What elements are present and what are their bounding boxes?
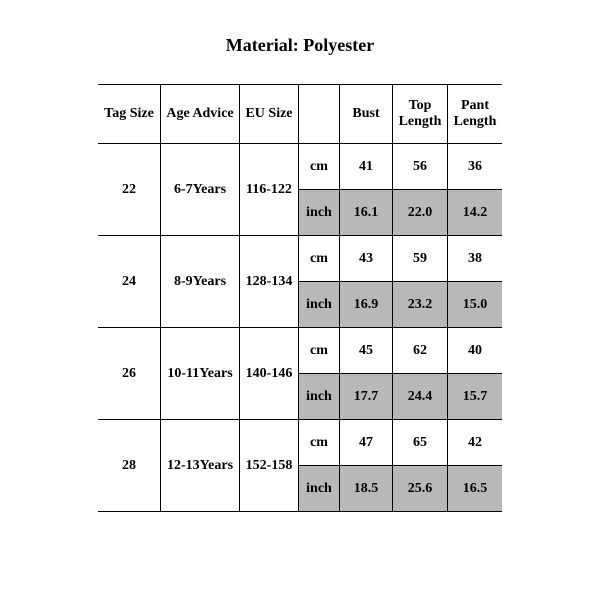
cell-bust-inch: 16.9: [340, 282, 393, 328]
cell-pant-cm: 40: [448, 328, 503, 374]
table-row: 24 8-9Years 128-134 cm 43 59 38: [98, 236, 502, 282]
cell-bust-cm: 47: [340, 420, 393, 466]
cell-unit-inch: inch: [299, 190, 340, 236]
cell-pant-cm: 38: [448, 236, 503, 282]
cell-age: 10-11Years: [161, 328, 240, 420]
cell-bust-cm: 43: [340, 236, 393, 282]
col-eu-size: EU Size: [240, 85, 299, 144]
cell-age: 12-13Years: [161, 420, 240, 512]
cell-eu: 128-134: [240, 236, 299, 328]
table-row: 28 12-13Years 152-158 cm 47 65 42: [98, 420, 502, 466]
cell-unit-inch: inch: [299, 374, 340, 420]
cell-pant-inch: 16.5: [448, 466, 503, 512]
cell-pant-cm: 42: [448, 420, 503, 466]
col-bust: Bust: [340, 85, 393, 144]
cell-unit-cm: cm: [299, 236, 340, 282]
cell-top-cm: 59: [393, 236, 448, 282]
cell-unit-cm: cm: [299, 420, 340, 466]
col-top-length: Top Length: [393, 85, 448, 144]
page-title: Material: Polyester: [0, 35, 600, 56]
cell-eu: 140-146: [240, 328, 299, 420]
cell-pant-inch: 14.2: [448, 190, 503, 236]
cell-eu: 152-158: [240, 420, 299, 512]
cell-top-inch: 25.6: [393, 466, 448, 512]
cell-top-inch: 23.2: [393, 282, 448, 328]
header-row: Tag Size Age Advice EU Size Bust Top Len…: [98, 85, 502, 144]
col-unit: [299, 85, 340, 144]
cell-bust-inch: 18.5: [340, 466, 393, 512]
cell-tag: 22: [98, 144, 161, 236]
cell-unit-cm: cm: [299, 144, 340, 190]
cell-unit-cm: cm: [299, 328, 340, 374]
cell-top-cm: 56: [393, 144, 448, 190]
size-chart-page: Material: Polyester Tag Size Age Advice …: [0, 0, 600, 512]
cell-age: 6-7Years: [161, 144, 240, 236]
cell-top-cm: 62: [393, 328, 448, 374]
cell-pant-inch: 15.7: [448, 374, 503, 420]
cell-top-inch: 24.4: [393, 374, 448, 420]
cell-tag: 28: [98, 420, 161, 512]
cell-age: 8-9Years: [161, 236, 240, 328]
table-row: 22 6-7Years 116-122 cm 41 56 36: [98, 144, 502, 190]
cell-pant-cm: 36: [448, 144, 503, 190]
cell-tag: 24: [98, 236, 161, 328]
cell-top-inch: 22.0: [393, 190, 448, 236]
cell-eu: 116-122: [240, 144, 299, 236]
col-tag-size: Tag Size: [98, 85, 161, 144]
size-table: Tag Size Age Advice EU Size Bust Top Len…: [98, 84, 502, 512]
cell-bust-cm: 45: [340, 328, 393, 374]
table-row: 26 10-11Years 140-146 cm 45 62 40: [98, 328, 502, 374]
col-age-advice: Age Advice: [161, 85, 240, 144]
cell-bust-inch: 17.7: [340, 374, 393, 420]
table-body: 22 6-7Years 116-122 cm 41 56 36 inch 16.…: [98, 144, 502, 512]
cell-unit-inch: inch: [299, 466, 340, 512]
cell-unit-inch: inch: [299, 282, 340, 328]
cell-top-cm: 65: [393, 420, 448, 466]
cell-bust-cm: 41: [340, 144, 393, 190]
col-pant-length: Pant Length: [448, 85, 503, 144]
cell-pant-inch: 15.0: [448, 282, 503, 328]
cell-tag: 26: [98, 328, 161, 420]
cell-bust-inch: 16.1: [340, 190, 393, 236]
